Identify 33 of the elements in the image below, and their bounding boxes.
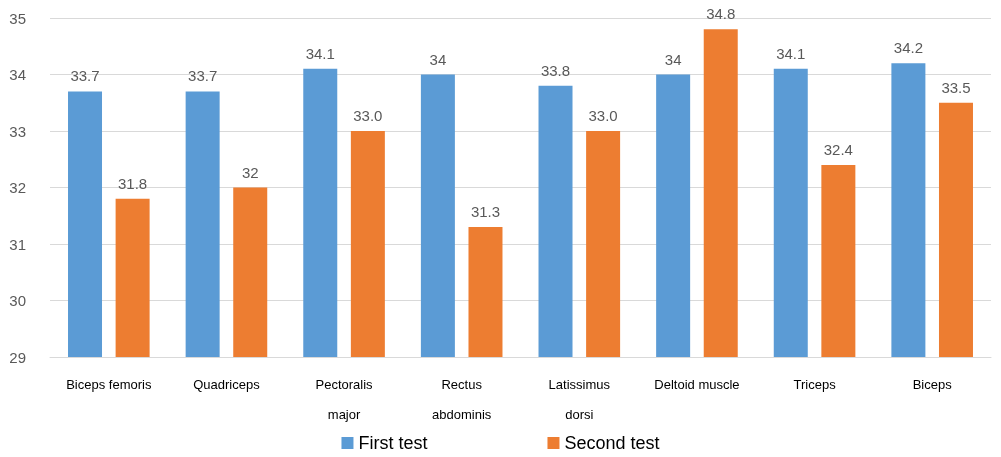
x-tick-label: Deltoid muscle <box>654 376 740 392</box>
y-tick-label: 33 <box>9 122 26 140</box>
data-label: 33.7 <box>188 67 218 85</box>
data-label: 34.1 <box>305 44 335 62</box>
y-tick-label: 32 <box>9 179 26 196</box>
data-label: 34.1 <box>776 44 806 62</box>
data-label: 32.4 <box>823 140 853 158</box>
data-label: 33.8 <box>540 61 571 79</box>
x-tick-label: Biceps femoris <box>66 376 152 392</box>
x-tick-label: Latissimus dorsi <box>548 376 611 422</box>
data-label: 34.2 <box>893 39 923 57</box>
y-tick-label: 29 <box>9 348 26 366</box>
x-tick-label: Triceps <box>793 376 837 392</box>
x-tick-label: Quadriceps <box>193 376 261 392</box>
x-tick-label: Pectoralis major <box>315 376 374 422</box>
data-label: 33.7 <box>70 67 100 85</box>
y-tick-label: 31 <box>9 235 26 253</box>
x-tick-label: Rectus abdominis <box>432 376 492 422</box>
data-label: 33.0 <box>588 107 618 124</box>
y-tick-label: 34 <box>9 66 26 83</box>
data-label: 31.3 <box>470 203 501 221</box>
legend-label: Second test <box>564 433 660 453</box>
x-tick-label: Biceps <box>912 376 953 392</box>
data-label: 34 <box>429 50 447 68</box>
legend-label: First test <box>358 433 428 453</box>
data-label: 31.8 <box>118 174 148 192</box>
y-tick-label: 30 <box>9 292 26 309</box>
data-label: 34.8 <box>706 5 736 23</box>
data-label: 32 <box>241 163 259 181</box>
y-tick-label: 35 <box>9 9 26 27</box>
data-label: 33.5 <box>941 78 971 96</box>
data-label: 33.0 <box>353 107 383 124</box>
data-label: 34 <box>664 50 682 68</box>
